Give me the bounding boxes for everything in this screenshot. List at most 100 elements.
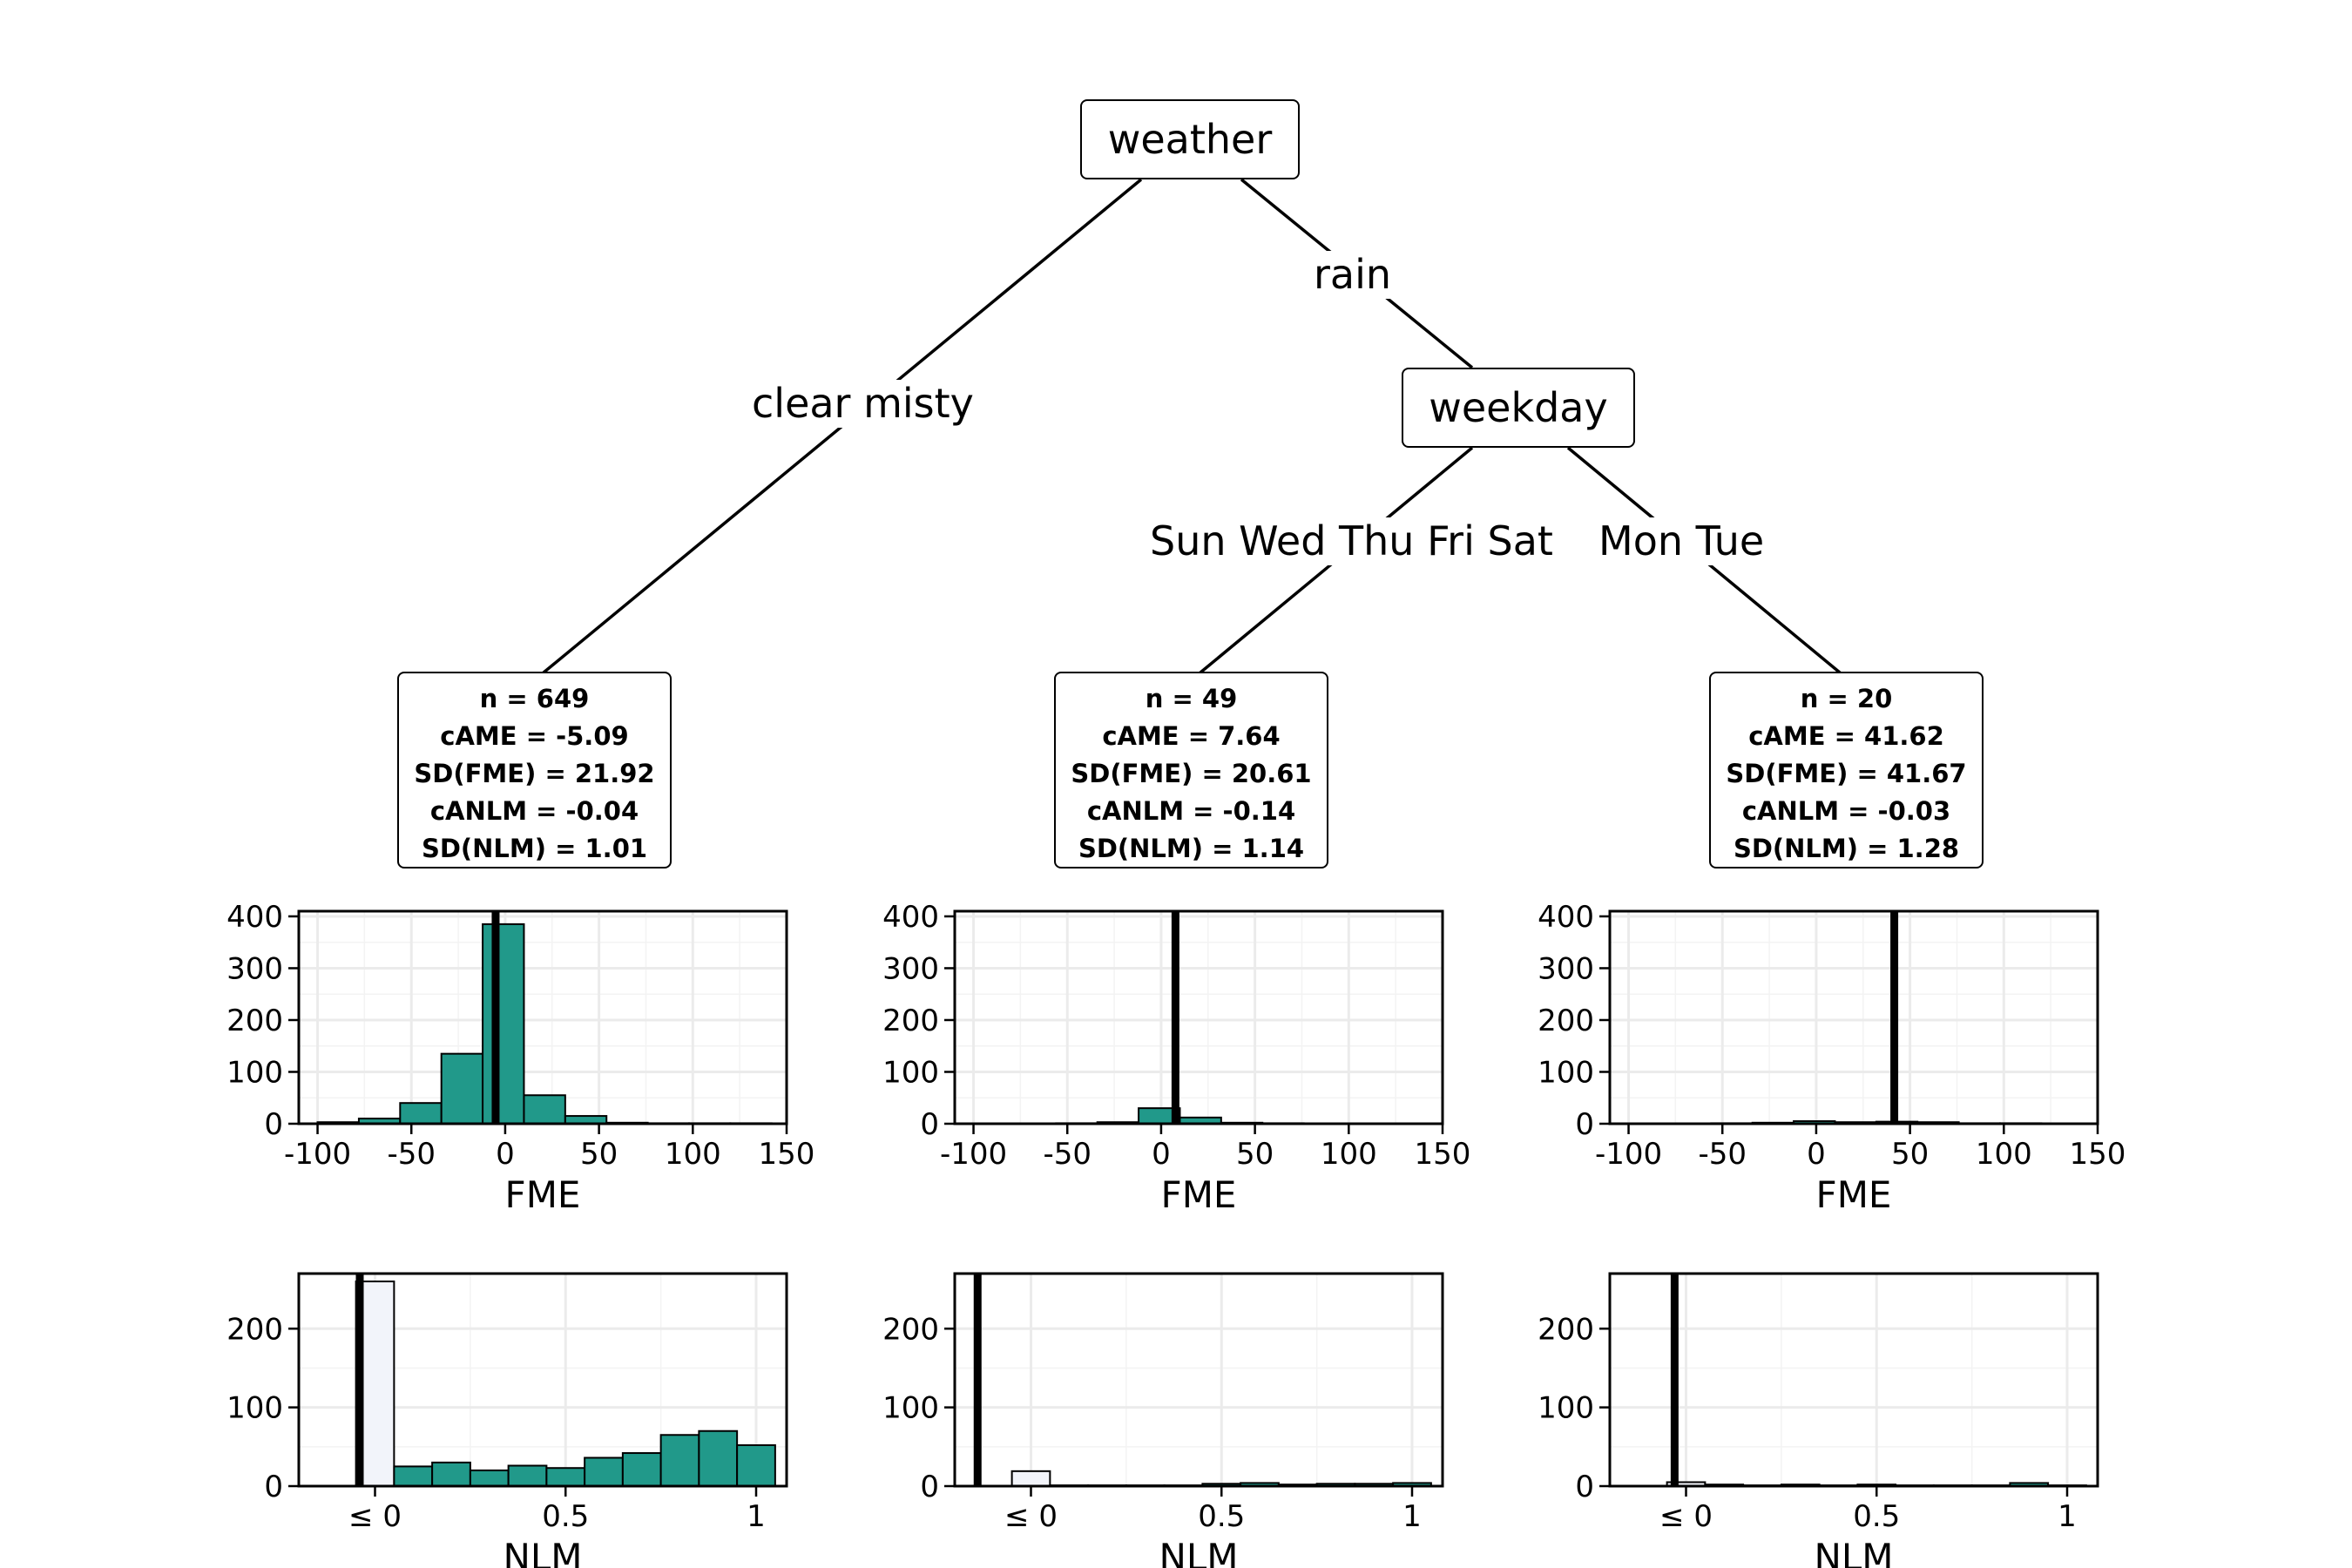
nlm-leaf-1-bar [659,1434,700,1488]
leaf-3-came: cAME = 41.62 [1748,721,1944,751]
fme-leaf-1-xtick-label: 50 [580,1137,618,1172]
nlm-leaf-3-ytick-label: 200 [1538,1312,1594,1347]
leaf-2-sd-fme: SD(FME) = 20.61 [1071,759,1312,788]
nlm-leaf-2-bar [1010,1470,1051,1488]
nlm-leaf-2-background [955,1274,1443,1486]
edge-label-sun-wed-thu-fri-sat: Sun Wed Thu Fri Sat [1143,517,1560,566]
fme-leaf-2-ytick-label: 400 [882,900,939,935]
node-weekday: weekday [1402,368,1635,448]
fme-leaf-1-ytick-label: 300 [226,951,283,986]
fme-leaf-3-ytick-label: 400 [1538,900,1594,935]
nlm-leaf-1-xtick-label: 1 [747,1499,766,1534]
nlm-leaf-1-xtick-label: ≤ 0 [348,1499,402,1534]
fme-leaf-1-xtick-label: -100 [284,1137,351,1172]
fme-leaf-1-xtick-label: 0 [496,1137,515,1172]
fme-leaf-2-ytick-label: 0 [920,1107,939,1142]
nlm-leaf-1-bar [621,1452,662,1488]
nlm-leaf-2-axis-title: NLM [1159,1536,1238,1568]
fme-leaf-1-bar [523,1094,566,1125]
fme-leaf-1-xtick-label: 100 [665,1137,721,1172]
nlm-leaf-1-bar [469,1469,510,1488]
leaf-3-sd-fme: SD(FME) = 41.67 [1726,759,1967,788]
fme-leaf-3-ytick-label: 200 [1538,1004,1594,1038]
edge-label-rain: rain [1307,251,1399,300]
fme-leaf-3-panel: 0 100 200 300 400 -100 -50 0 50 100 150 FME [1538,900,2126,1216]
edge-label-clear-misty: clear misty [745,380,981,429]
nlm-leaf-1-bar [584,1456,624,1488]
leaf-1-sd-fme: SD(FME) = 21.92 [414,759,655,788]
nlm-leaf-1-xtick-label: 0.5 [542,1499,589,1534]
fme-leaf-1-xtick-label: -50 [387,1137,436,1172]
nlm-leaf-1-ytick-label: 0 [264,1470,283,1504]
fme-leaf-3-xtick-label: 50 [1891,1137,1929,1172]
nlm-leaf-2-ytick-label: 200 [882,1312,939,1347]
fme-leaf-3-ytick-label: 0 [1575,1107,1594,1142]
nlm-leaf-3-ytick-label: 100 [1538,1391,1594,1426]
leaf-1-sd-nlm: SD(NLM) = 1.01 [421,834,648,863]
node-weather-label: weather [1107,116,1273,163]
nlm-leaf-3-xtick-label: ≤ 0 [1659,1499,1713,1534]
nlm-leaf-1-bar [393,1465,434,1488]
fme-leaf-2-ytick-label: 200 [882,1004,939,1038]
fme-leaf-1-ytick-label: 400 [226,900,283,935]
nlm-leaf-3-xtick-label: 0.5 [1853,1499,1900,1534]
nlm-leaf-2-ytick-label: 0 [920,1470,939,1504]
nlm-leaf-1-bar [736,1444,776,1488]
fme-leaf-1-ytick-label: 100 [226,1055,283,1090]
fme-leaf-1-frame [297,909,788,1125]
fme-leaf-3-xtick-label: -100 [1595,1137,1662,1172]
leaf-summary-1: n = 649 cAME = -5.09 SD(FME) = 21.92 cAN… [397,672,672,868]
fme-leaf-2-panel: 0 100 200 300 400 -100 -50 0 50 100 150 FME [882,900,1470,1216]
fme-leaf-2-xtick-label: -100 [940,1137,1007,1172]
nlm-leaf-3-frame [1608,1272,2099,1488]
node-weekday-label: weekday [1429,384,1608,431]
fme-leaf-1-xtick-label: 150 [759,1137,815,1172]
leaf-1-canlm: cANLM = -0.04 [429,796,639,826]
nlm-leaf-1-bar [545,1467,586,1488]
fme-leaf-3-background [1610,911,2098,1124]
fme-leaf-3-ytick-label: 300 [1538,951,1594,986]
leaf-3-n: n = 20 [1800,684,1893,713]
fme-leaf-2-xtick-label: 150 [1415,1137,1471,1172]
nlm-leaf-1-bar [507,1464,548,1488]
leaf-1-came: cAME = -5.09 [440,721,629,751]
fme-leaf-3-xtick-label: 100 [1976,1137,2032,1172]
nlm-leaf-2-panel: 0 100 200 ≤ 0 0.5 1 NLM [882,1272,1444,1568]
leaf-1-n: n = 649 [479,684,590,713]
leaf-2-came: cAME = 7.64 [1102,721,1281,751]
fme-leaf-1-axis-title: FME [505,1173,581,1216]
nlm-leaf-1-ytick-label: 200 [226,1312,283,1347]
fme-leaf-3-ytick-label: 100 [1538,1055,1594,1090]
fme-leaf-1-bar [482,923,525,1125]
nlm-leaf-2-ytick-label: 100 [882,1391,939,1426]
leaf-3-canlm: cANLM = -0.03 [1741,796,1951,826]
leaf-2-sd-nlm: SD(NLM) = 1.14 [1078,834,1305,863]
fme-leaf-1-bar [399,1102,443,1125]
fme-leaf-1-bar [440,1052,484,1125]
fme-leaf-2-xtick-label: 0 [1152,1137,1171,1172]
edge-label-mon-tue: Mon Tue [1592,517,1772,566]
fme-leaf-3-xtick-label: -50 [1698,1137,1747,1172]
fme-leaf-3-frame [1608,909,2099,1125]
fme-leaf-2-xtick-label: -50 [1043,1137,1092,1172]
nlm-leaf-2-frame [953,1272,1444,1488]
fme-leaf-1-background [299,911,787,1124]
nlm-leaf-1-frame [297,1272,788,1488]
leaf-summary-3: n = 20 cAME = 41.62 SD(FME) = 41.67 cANL… [1709,672,1984,868]
fme-leaf-2-xtick-label: 100 [1321,1137,1377,1172]
fme-leaf-1-ytick-label: 200 [226,1004,283,1038]
fme-leaf-3-xtick-label: 150 [2070,1137,2126,1172]
nlm-leaf-2-xtick-label: 1 [1402,1499,1422,1534]
nlm-leaf-1-ytick-label: 100 [226,1391,283,1426]
edge-root-left [537,178,1143,679]
leaf-2-canlm: cANLM = -0.14 [1086,796,1296,826]
nlm-leaf-1-bar [431,1461,471,1488]
fme-leaf-2-xtick-label: 50 [1236,1137,1274,1172]
nlm-leaf-3-ytick-label: 0 [1575,1470,1594,1504]
nlm-leaf-3-panel: 0 100 200 ≤ 0 0.5 1 NLM [1538,1272,2099,1568]
nlm-leaf-2-xtick-label: 0.5 [1198,1499,1245,1534]
nlm-leaf-2-xtick-label: ≤ 0 [1004,1499,1058,1534]
leaf-summary-2: n = 49 cAME = 7.64 SD(FME) = 20.61 cANLM… [1054,672,1328,868]
nlm-leaf-1-axis-title: NLM [503,1536,582,1568]
